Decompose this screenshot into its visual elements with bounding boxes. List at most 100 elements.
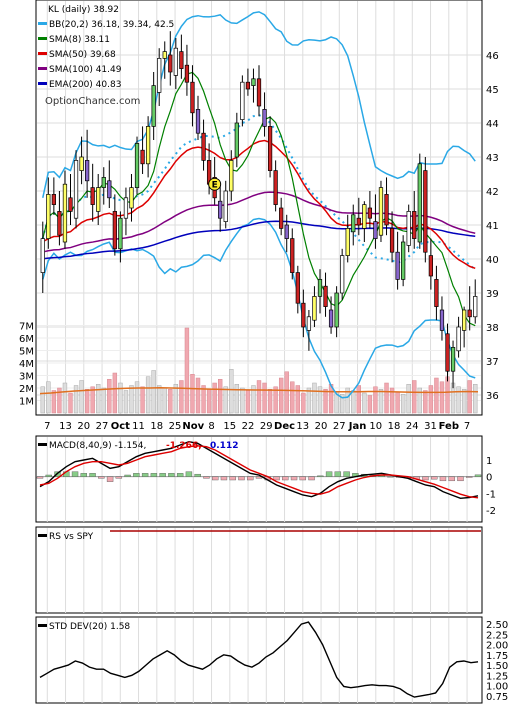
candle-body [434,279,439,307]
volume-tick-label: 2M [19,384,34,395]
y-tick-label: 45 [486,85,499,96]
candle-body [129,187,134,209]
volume-bar [439,381,445,414]
volume-bar [262,382,267,414]
volume-bar [256,380,262,414]
macd-histogram-bar [466,476,473,478]
candle-body [284,224,289,239]
macd-histogram-bar [238,476,245,481]
candle-body [456,326,461,352]
macd-histogram-bar [229,476,236,481]
volume-bar [473,384,478,414]
macd-title: MACD(8,40,9) -1.154, [49,441,146,451]
candle-body [389,228,395,253]
candle-body [417,163,422,243]
candle-body [118,217,123,250]
x-tick-label: Oct [111,421,130,432]
legend-sma50: SMA(50) 39.68 [49,50,116,60]
y-tick-label: 46 [486,51,499,62]
candle-body [101,177,106,188]
candle-body [262,109,267,127]
x-tick-label: 25 [169,421,182,432]
stddev-tick-label: 0.75 [486,692,508,703]
volume-bar [423,390,428,414]
candle-body [334,292,339,328]
candle-body [290,238,295,273]
x-tick-label: 31 [424,421,437,432]
x-tick-label: 18 [388,421,401,432]
candle-body [412,211,417,239]
candle-body [328,309,334,328]
y-tick-label: 42 [486,187,499,198]
stddev-tick-label: 2.00 [486,641,508,652]
candle-body [362,204,367,229]
volume-bar [434,377,439,414]
volume-bar [123,390,129,414]
volume-bar [245,390,251,414]
macd-histogram-bar [176,473,184,477]
candle-body [462,309,467,331]
macd-histogram-bar [185,471,193,477]
watermark: OptionChance.com [45,96,140,107]
macd-histogram-bar [80,473,88,477]
candle-body [428,255,433,277]
volume-bar [162,387,167,414]
candle-body [245,81,251,90]
macd-histogram-bar [220,476,228,481]
candle-body [162,51,167,59]
volume-bar [107,379,112,414]
rs-title: RS vs SPY [49,532,94,542]
candle-body [317,279,323,297]
volume-bar [112,372,118,414]
stddev-tick-label: 1.75 [486,651,508,662]
volume-bar [389,387,395,414]
volume-bar [400,394,406,414]
macd-histogram-bar [387,476,394,478]
macd-histogram-bar [150,473,158,477]
macd-histogram-bar [334,471,342,477]
volume-tick-label: 5M [19,347,34,358]
macd-signal-line [39,445,479,499]
volume-bar [273,386,278,414]
volume-bar [301,392,306,414]
y-tick-label: 36 [486,391,499,402]
x-tick-label: 13 [296,421,309,432]
volume-bar [73,385,79,414]
volume-bar [118,382,123,414]
macd-histogram-bar [211,476,219,481]
volume-bar [51,390,57,414]
candle-body [401,241,406,280]
x-tick-label: 11 [132,421,145,432]
candle-body [179,51,184,69]
candle-body [439,309,445,331]
legend-bb: BB(20,2) 36.18, 39.34, 42.5 [49,20,174,30]
legend-ema200: EMA(200) 40.83 [49,80,121,90]
volume-bar [101,387,106,414]
candle-body [273,170,278,205]
volume-bar [323,389,328,414]
x-tick-label: Dec [274,421,295,432]
volume-bar [284,371,289,414]
legend: BB(20,2) 36.18, 39.34, 42.5 SMA(8) 38.11… [38,20,174,90]
volume-bar [445,376,450,414]
candle-body [90,187,95,205]
volume-bar [295,385,301,414]
macd-histogram-bar [133,473,140,477]
bb-upper-line [42,11,476,198]
x-tick-label: 10 [369,421,382,432]
candle-body [40,238,45,273]
volume-bars [39,327,479,414]
x-tick-label: 18 [150,421,163,432]
stddev-tick-label: 1.25 [486,671,508,682]
volume-bar [46,381,51,414]
candle-body [306,316,312,331]
volume-bar [223,386,228,414]
macd-value-hist: 0.112 [210,441,238,451]
volume-bar [184,327,190,414]
sma8-line [42,71,476,327]
macd-histogram-bar [299,476,306,481]
legend-sma8: SMA(8) 38.11 [49,35,110,45]
volume-bar [367,395,373,414]
volume-bar [179,380,184,414]
